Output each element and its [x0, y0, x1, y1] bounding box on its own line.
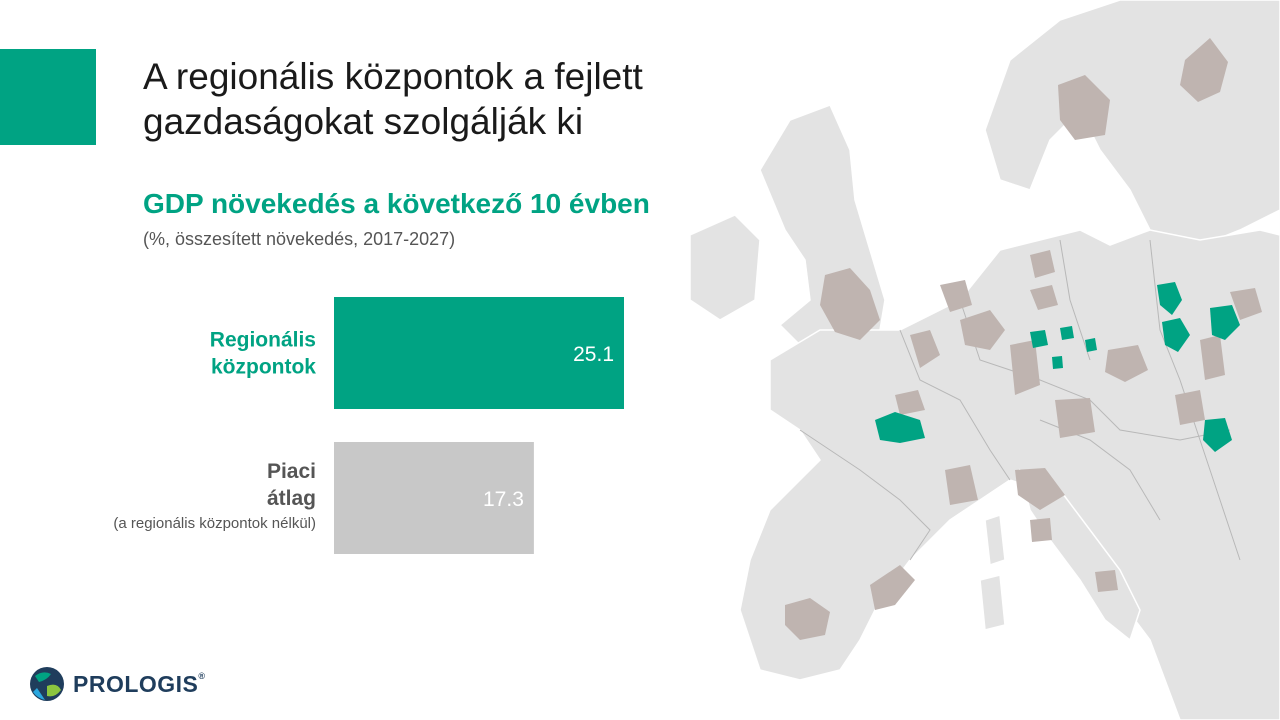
bar-1 [334, 442, 534, 554]
bar-value-label-0: 25.1 [573, 343, 614, 366]
chart-subnote: (%, összesített növekedés, 2017-2027) [143, 229, 456, 249]
bar-value-label-1: 17.3 [483, 488, 524, 511]
category-label-1-0: Piaci [267, 460, 316, 483]
category-note-1: (a regionális központok nélkül) [113, 515, 316, 532]
logo-text: PROLOGIS® [73, 670, 206, 697]
bar-0 [334, 297, 624, 409]
globe-icon [30, 667, 64, 701]
map-regions-gray [785, 38, 1262, 640]
page-title: A regionális központok a fejlett gazdasá… [143, 56, 643, 142]
category-label-0-0: Regionális [210, 329, 316, 352]
chart-subtitle: GDP növekedés a következő 10 évben [143, 188, 650, 219]
map-regions-teal [875, 282, 1240, 452]
accent-square [0, 49, 96, 145]
category-label-1-1: átlag [267, 487, 316, 510]
category-label-0-1: központok [211, 356, 316, 379]
prologis-logo: PROLOGIS® [27, 664, 206, 704]
